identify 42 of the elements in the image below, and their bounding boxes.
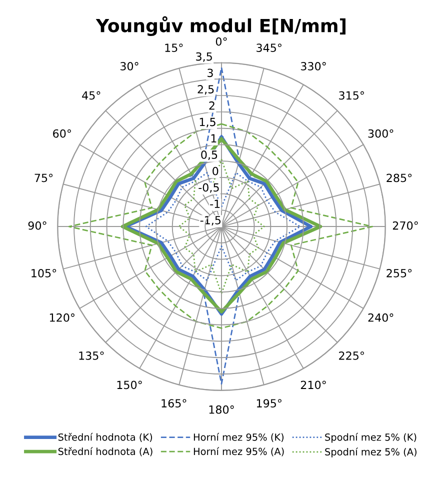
spoke-label: 15° xyxy=(165,44,183,52)
spoke-label: 270° xyxy=(392,221,418,230)
spoke-label: 75° xyxy=(34,174,53,182)
legend-label: Horní mez 95% (K) xyxy=(194,432,284,442)
y-tick-label: 0 xyxy=(212,166,218,176)
spoke-label: 345° xyxy=(256,44,282,52)
chart-title: Youngův modul E[N/mm] xyxy=(96,16,346,36)
spoke-label: 45° xyxy=(82,91,100,100)
spoke-label: 330° xyxy=(300,62,326,70)
y-tick-label: 0,5 xyxy=(201,150,218,160)
y-tick-label: 2 xyxy=(209,101,214,110)
y-tick-label: -1,5 xyxy=(200,216,221,226)
spoke-label: 255° xyxy=(386,268,412,278)
legend-label: Spodní mez 5% (A) xyxy=(325,448,416,458)
spoke-label: 60° xyxy=(53,129,71,138)
y-tick-label: 2,5 xyxy=(198,85,214,95)
legend-label: Střední hodnota (A) xyxy=(58,447,152,456)
spoke-label: 165° xyxy=(162,399,186,408)
spoke-label: 150° xyxy=(117,380,142,390)
spoke-label: 30° xyxy=(120,62,138,70)
spoke-label: 240° xyxy=(368,313,394,322)
legend-label: Střední hodnota (K) xyxy=(58,432,152,442)
spoke-label: 90° xyxy=(28,221,46,230)
y-tick-label: 1,5 xyxy=(200,118,216,128)
spoke-label: 195° xyxy=(256,399,282,408)
spoke-label: 135° xyxy=(79,351,104,360)
spoke-label: 285° xyxy=(386,174,412,182)
spoke-label: 0° xyxy=(216,37,227,46)
y-tick-label: -1 xyxy=(210,200,220,208)
y-tick-label: 3 xyxy=(208,68,213,78)
y-tick-label: -0,5 xyxy=(198,183,219,193)
y-tick-label: 1 xyxy=(211,134,216,142)
spoke-label: 105° xyxy=(32,268,56,278)
spoke-label: 180° xyxy=(209,405,234,414)
legend-label: Spodní mez 5% (K) xyxy=(325,432,416,443)
spoke-label: 300° xyxy=(368,129,394,138)
y-tick-label: 3,5 xyxy=(196,52,212,62)
spoke-label: 315° xyxy=(339,91,364,100)
spoke-label: 210° xyxy=(300,380,326,390)
spoke-label: 120° xyxy=(50,313,74,322)
spoke-label: 225° xyxy=(339,351,364,360)
legend-label: Horní mez 95% (A) xyxy=(194,447,284,456)
